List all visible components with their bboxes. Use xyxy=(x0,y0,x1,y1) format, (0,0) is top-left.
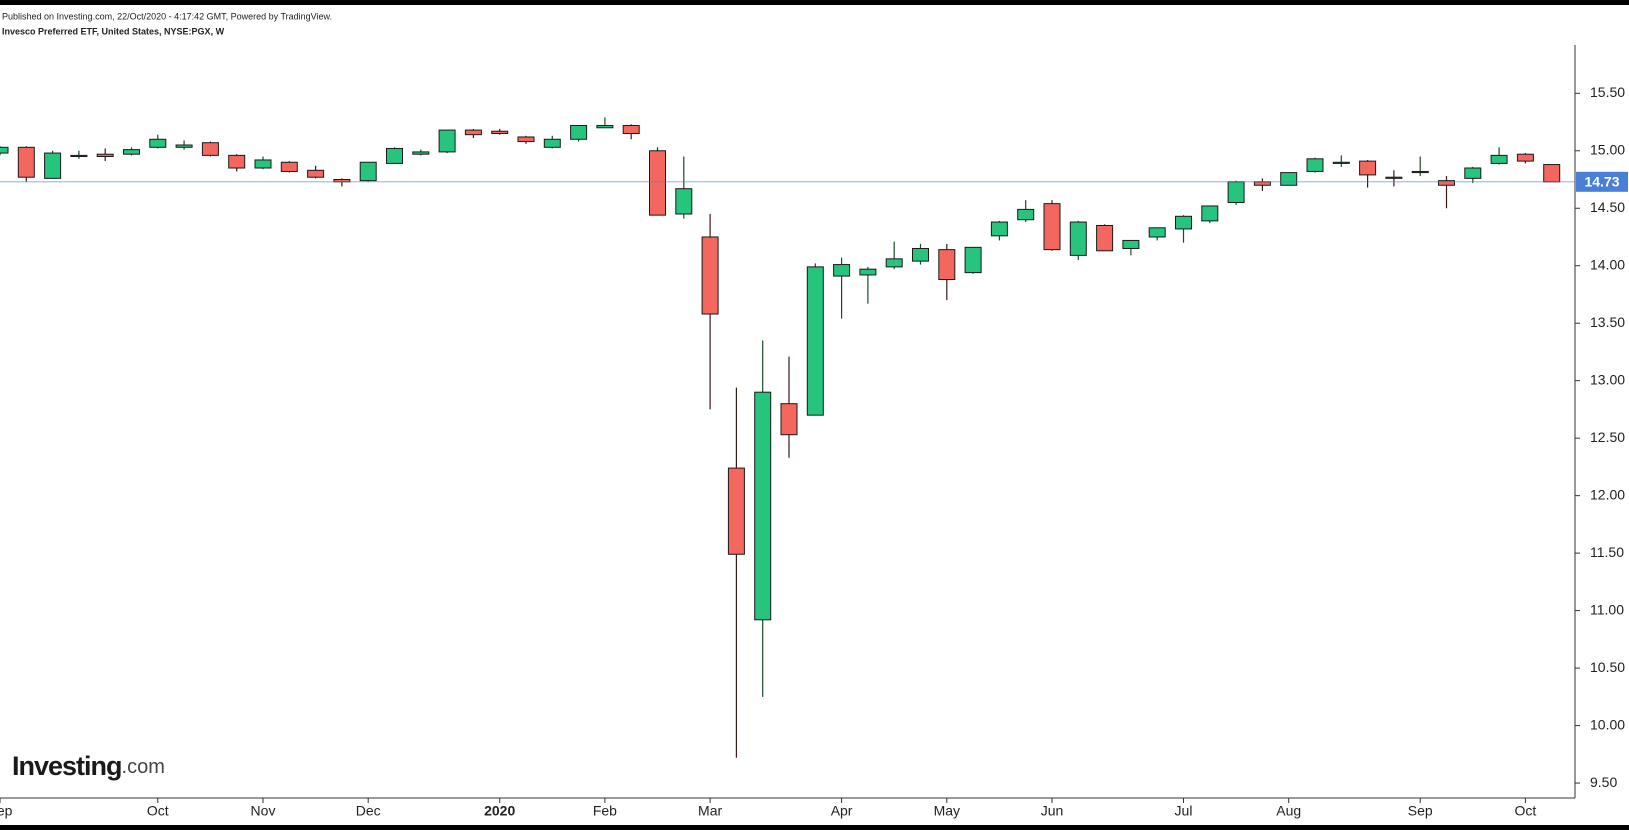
y-tick-label: 13.50 xyxy=(1590,314,1625,330)
candle-body xyxy=(412,151,430,155)
y-tick-label: 15.00 xyxy=(1590,141,1625,157)
candle-body xyxy=(1411,170,1429,174)
x-tick-label: Oct xyxy=(1515,803,1537,819)
candle-body xyxy=(359,161,377,182)
candle-body xyxy=(254,159,272,169)
candle-body xyxy=(780,403,798,436)
candle-body xyxy=(990,221,1008,237)
x-tick-label: Apr xyxy=(831,803,853,819)
candle-body xyxy=(70,154,88,158)
y-tick-label: 15.50 xyxy=(1590,84,1625,100)
candle-body xyxy=(464,129,482,136)
candle-body xyxy=(175,144,193,148)
candle-body xyxy=(964,246,982,274)
candle-body xyxy=(17,146,35,178)
candle-body xyxy=(1543,164,1561,183)
candle-body xyxy=(1306,158,1324,172)
candle-body xyxy=(1122,239,1140,249)
candle-body xyxy=(859,268,877,276)
y-tick-label: 10.50 xyxy=(1590,659,1625,675)
candle-body xyxy=(1359,160,1377,176)
candle-body xyxy=(491,130,509,135)
candle-body xyxy=(649,150,666,216)
y-tick-label: 11.50 xyxy=(1590,544,1624,560)
logo-suffix: .com xyxy=(122,756,165,778)
x-tick-label: Jul xyxy=(1175,803,1193,819)
candle-body xyxy=(570,124,588,140)
x-tick-label: Mar xyxy=(698,803,722,819)
symbol-title: Invesco Preferred ETF, United States, NY… xyxy=(2,26,225,36)
y-tick-label: 12.50 xyxy=(1590,429,1625,445)
y-tick-label: 11.00 xyxy=(1590,601,1624,617)
logo-name: Investing xyxy=(12,751,122,781)
bottom-border xyxy=(0,825,1629,830)
x-tick-label: Sep xyxy=(0,803,13,819)
candle-body xyxy=(1227,181,1245,203)
y-tick-label: 14.00 xyxy=(1590,256,1625,272)
candle-body xyxy=(938,249,956,281)
candle-body xyxy=(280,161,298,172)
candle-body xyxy=(596,124,614,129)
x-tick-label: 2020 xyxy=(484,803,515,819)
candle-body xyxy=(1201,205,1219,222)
candle-body xyxy=(833,264,851,277)
candle-body xyxy=(1464,167,1482,179)
y-tick-label: 14.50 xyxy=(1590,199,1625,215)
candle-body xyxy=(1385,176,1403,179)
candle-body xyxy=(1069,221,1087,256)
candle-body xyxy=(96,153,114,158)
candle-body xyxy=(675,188,693,215)
candle-body xyxy=(1332,161,1350,164)
candle-body xyxy=(1148,227,1166,238)
candle-body xyxy=(912,247,929,262)
candle-body xyxy=(701,236,719,315)
candle-body xyxy=(149,138,167,148)
top-border xyxy=(0,0,1629,5)
x-tick-label: May xyxy=(934,803,960,819)
published-note: Published on Investing.com, 22/Oct/2020 … xyxy=(2,11,332,21)
last-price-label: 14.73 xyxy=(1584,174,1619,190)
x-tick-label: Nov xyxy=(251,803,276,819)
candle-body xyxy=(1043,203,1061,251)
candle-body xyxy=(1438,180,1455,186)
y-tick-label: 10.00 xyxy=(1590,716,1625,732)
candle-body xyxy=(885,258,903,268)
candle-body xyxy=(806,266,824,416)
logo: Investing.com xyxy=(12,751,165,781)
candle-body xyxy=(543,138,561,148)
x-tick-label: Aug xyxy=(1276,803,1301,819)
candle-body xyxy=(228,154,246,169)
y-tick-label: 9.50 xyxy=(1590,774,1617,790)
candle-body xyxy=(754,391,772,621)
x-tick-label: Oct xyxy=(147,803,169,819)
candle-body xyxy=(517,136,535,143)
x-tick-label: Sep xyxy=(1408,803,1433,819)
candle-body xyxy=(0,146,9,154)
candle-body xyxy=(1280,172,1298,186)
candle-body xyxy=(123,149,140,155)
candle-body xyxy=(44,152,62,179)
last-price-box xyxy=(1576,171,1628,192)
candle-body xyxy=(727,467,745,555)
candle-body xyxy=(438,129,456,153)
candle-body xyxy=(1253,181,1271,186)
candle-body xyxy=(386,147,403,164)
candle-body xyxy=(1017,208,1035,221)
candle-body xyxy=(307,169,325,178)
candle-body xyxy=(1490,154,1508,164)
candle-body xyxy=(1175,215,1192,230)
x-tick-label: Feb xyxy=(593,803,617,819)
candle-body xyxy=(1096,224,1114,252)
candle-body xyxy=(1516,153,1534,162)
candle-body xyxy=(201,142,219,156)
x-tick-label: Jun xyxy=(1041,803,1064,819)
y-tick-label: 12.00 xyxy=(1590,486,1625,502)
x-tick-label: Dec xyxy=(356,803,381,819)
y-tick-label: 13.00 xyxy=(1590,371,1625,387)
candle-body xyxy=(622,124,640,135)
